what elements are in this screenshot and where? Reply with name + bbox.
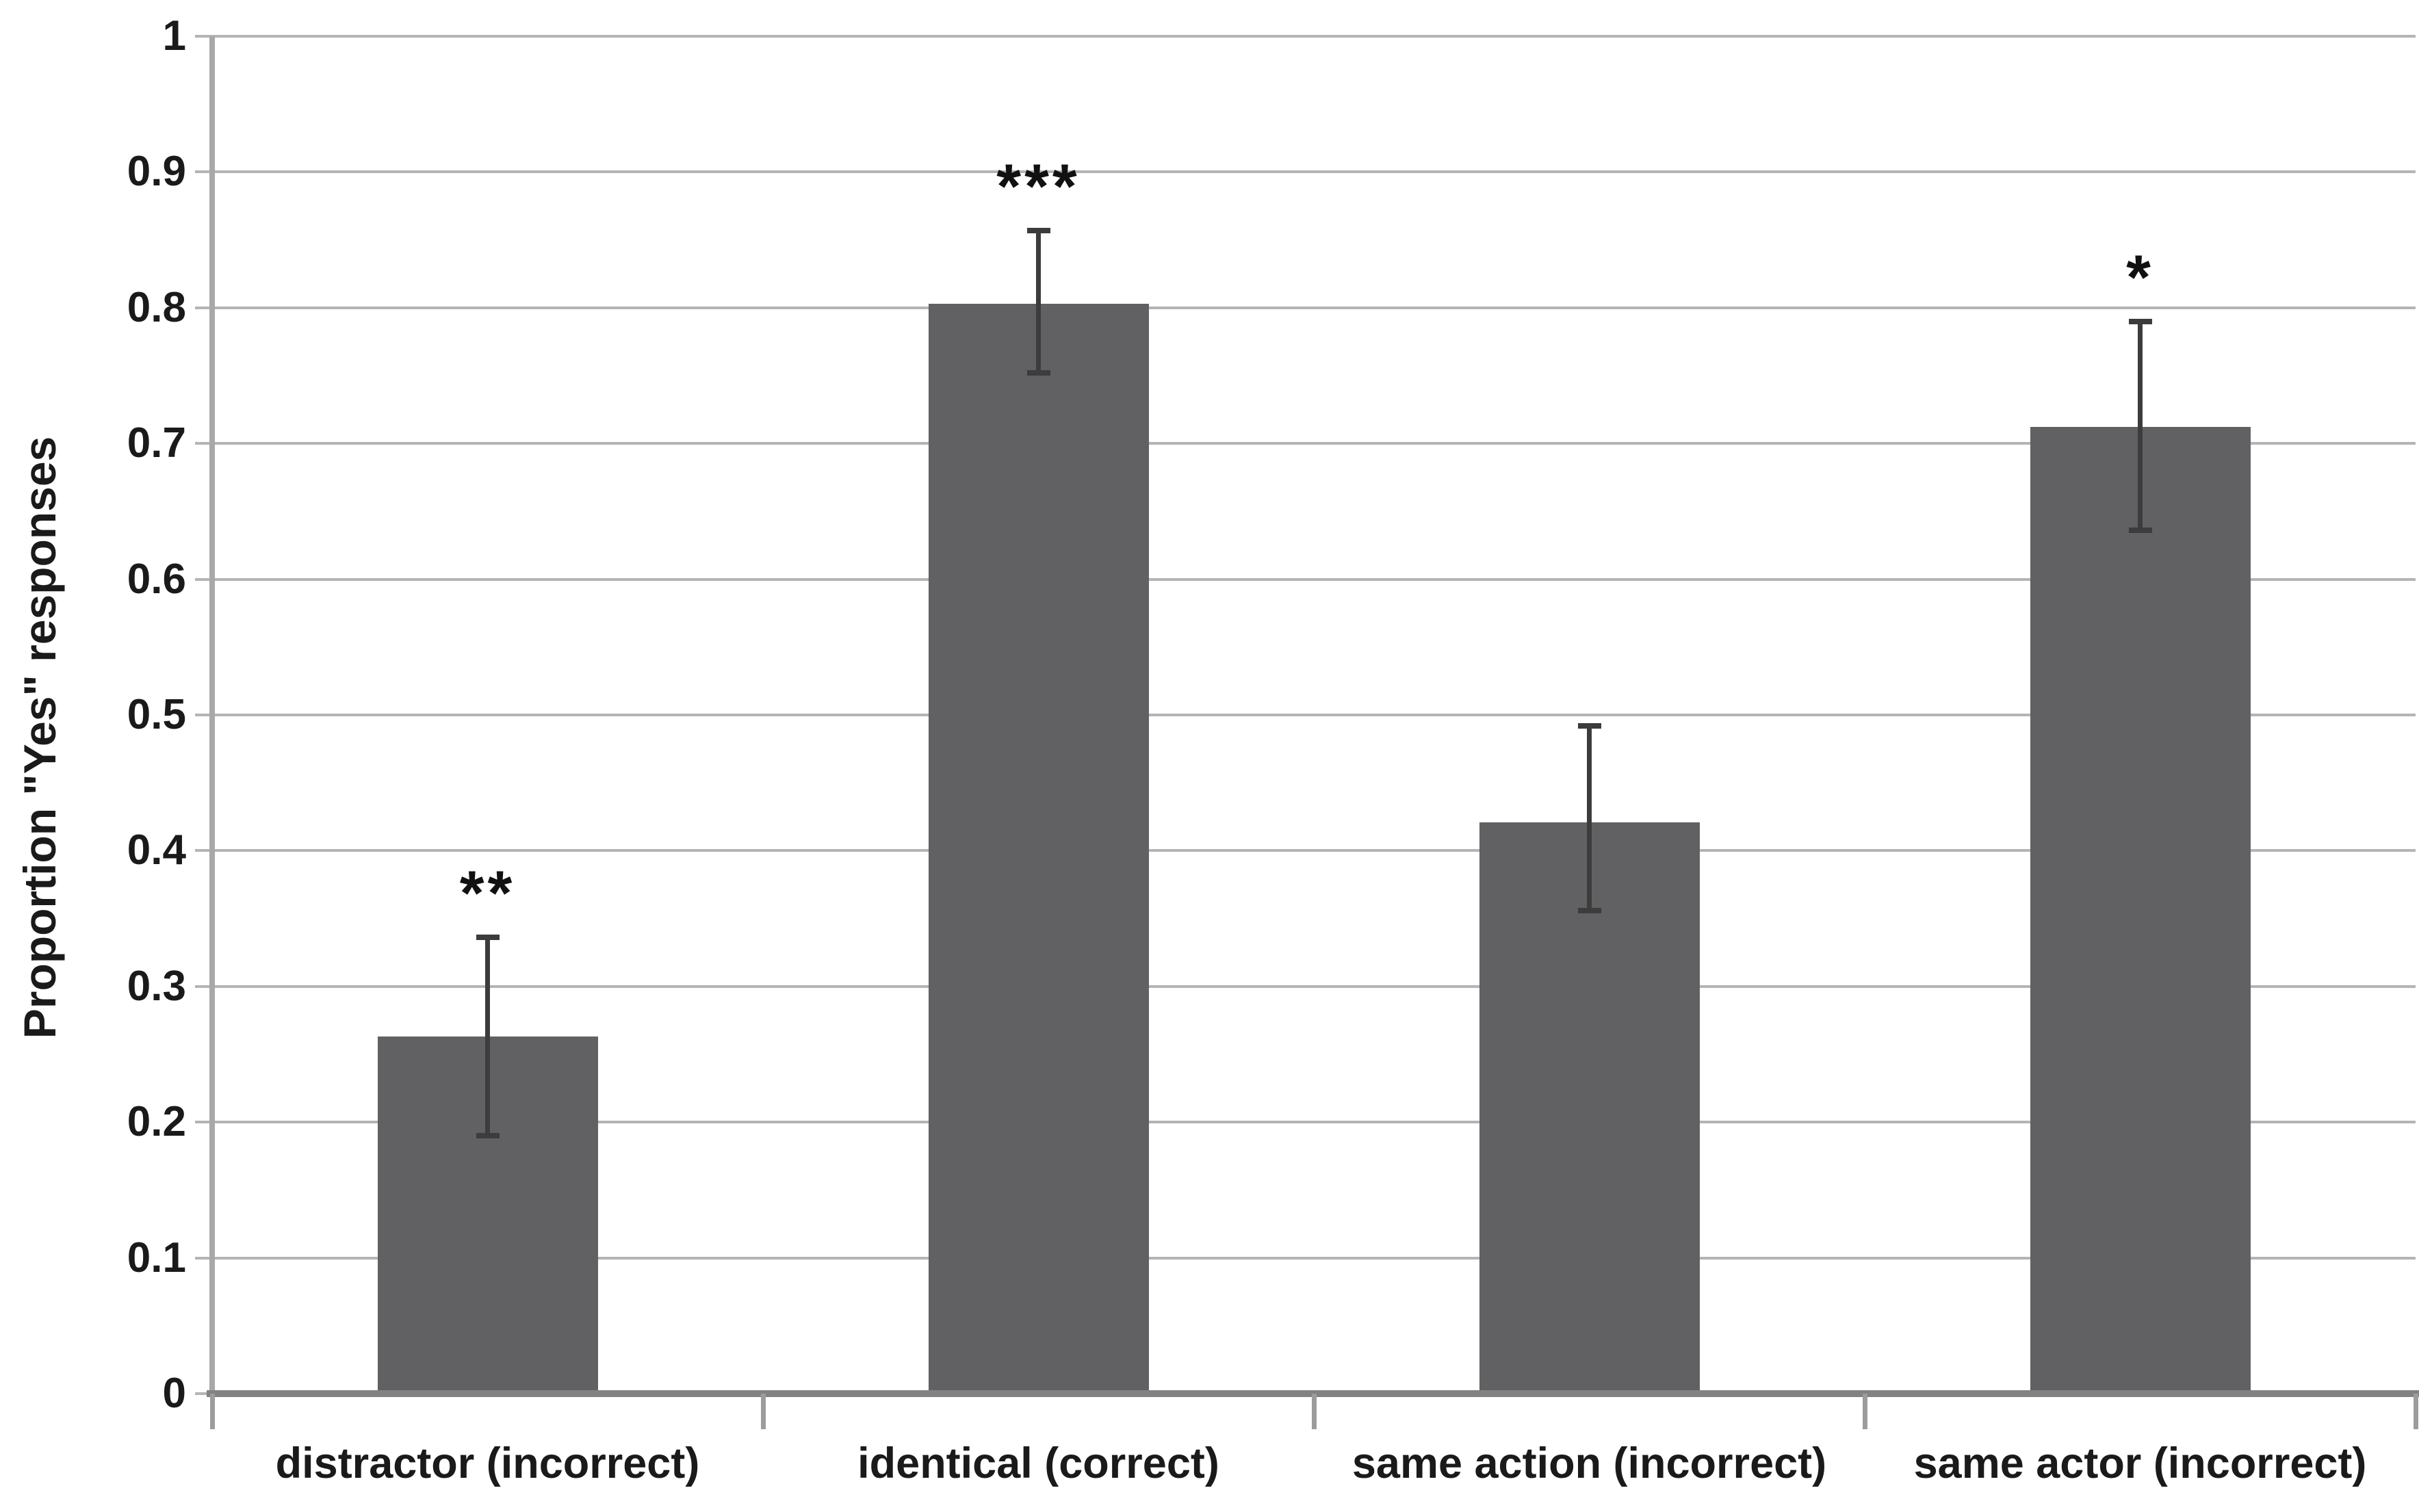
x-category-label: same action (incorrect) bbox=[1351, 1439, 1827, 1487]
gridline bbox=[195, 849, 2416, 852]
error-bar-top-cap bbox=[1577, 722, 1601, 729]
error-bar-top-cap bbox=[476, 935, 500, 941]
gridline bbox=[195, 170, 2416, 174]
x-category-label: same actor (incorrect) bbox=[1913, 1439, 2367, 1487]
x-axis-boundary-tick bbox=[1862, 1394, 1867, 1429]
y-tick-label: 1 bbox=[162, 12, 186, 60]
y-tick-label: 0.2 bbox=[127, 1098, 186, 1146]
x-axis-boundary-tick bbox=[2413, 1394, 2418, 1429]
error-bar bbox=[1587, 725, 1592, 911]
y-tick-label: 0.1 bbox=[127, 1234, 186, 1281]
error-bar-bottom-cap bbox=[476, 1133, 500, 1139]
gridline bbox=[195, 306, 2416, 309]
error-bar-bottom-cap bbox=[2128, 527, 2152, 534]
plot-area: ** *** * bbox=[195, 35, 2419, 1429]
y-tick-label: 0.9 bbox=[127, 148, 186, 196]
gridline bbox=[195, 1121, 2416, 1124]
y-tick-label: 0.7 bbox=[127, 419, 186, 467]
y-tick-label: 0 bbox=[162, 1370, 186, 1417]
error-bar-top-cap bbox=[2128, 318, 2152, 324]
significance-label: *** bbox=[996, 151, 1081, 222]
y-axis-line bbox=[209, 36, 215, 1394]
error-bar-bottom-cap bbox=[1577, 907, 1601, 913]
x-axis-boundary-tick bbox=[1311, 1394, 1317, 1429]
y-tick-label: 0.5 bbox=[127, 691, 186, 738]
bar bbox=[1479, 822, 1700, 1394]
error-bar-bottom-cap bbox=[1026, 370, 1050, 376]
error-bar bbox=[2138, 321, 2143, 531]
significance-label: ** bbox=[459, 859, 516, 929]
significance-label: * bbox=[2126, 242, 2154, 313]
gridline bbox=[195, 442, 2416, 445]
gridline bbox=[195, 1256, 2416, 1260]
gridline bbox=[195, 714, 2416, 716]
gridline bbox=[195, 577, 2416, 581]
y-tick-label: 0.8 bbox=[127, 283, 186, 331]
error-bar bbox=[1036, 230, 1041, 374]
gridline bbox=[195, 35, 2416, 38]
gridline bbox=[195, 985, 2416, 988]
bar bbox=[928, 303, 1149, 1394]
y-tick-label: 0.3 bbox=[127, 962, 186, 1010]
y-tick-label: 0.6 bbox=[127, 555, 186, 603]
error-bar-top-cap bbox=[1026, 227, 1050, 233]
x-axis-boundary-tick bbox=[760, 1394, 766, 1429]
x-category-label: distractor (incorrect) bbox=[275, 1439, 700, 1487]
bar bbox=[2030, 427, 2251, 1394]
error-bar bbox=[485, 937, 490, 1136]
y-tick-label: 0.4 bbox=[127, 826, 186, 874]
x-category-label: identical (correct) bbox=[857, 1439, 1219, 1487]
x-axis-boundary-tick bbox=[209, 1394, 215, 1429]
